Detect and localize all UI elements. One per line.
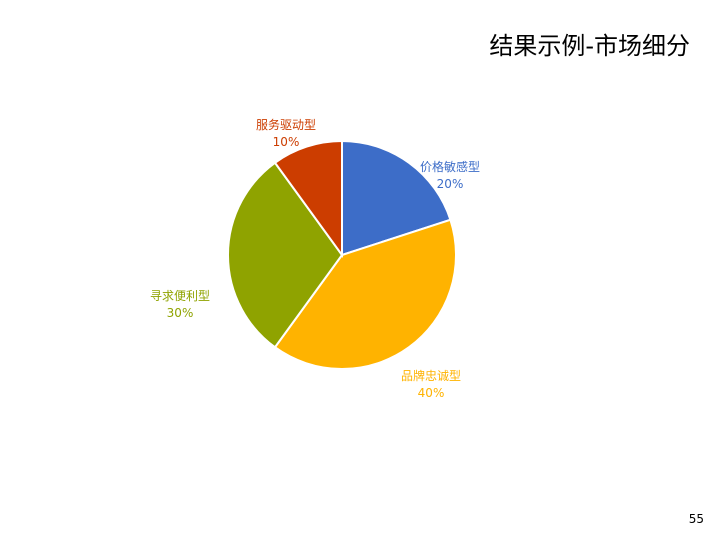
pie-slice-2 [227, 161, 344, 349]
slice-label-value: 30% [166, 306, 194, 320]
slice-label-price-sensitive: 价格敏感型 20% [420, 159, 480, 193]
pie-slice-1 [273, 218, 457, 370]
pie-slice-3 [273, 139, 343, 259]
slice-label-name: 价格敏感型 [420, 160, 481, 174]
slice-label-value: 40% [417, 386, 445, 400]
slice-label-service-driven: 服务驱动型 10% [256, 117, 316, 151]
slice-label-brand-loyal: 品牌忠诚型 40% [401, 368, 461, 402]
slide-title: 结果示例-市场细分 [489, 32, 690, 60]
slice-label-name: 寻求便利型 [150, 289, 211, 303]
slice-label-value: 20% [436, 177, 464, 191]
slice-label-name: 服务驱动型 [256, 118, 317, 132]
slice-label-name: 品牌忠诚型 [401, 369, 462, 383]
slice-label-convenience-seeking: 寻求便利型 30% [150, 288, 210, 322]
page-number: 55 [688, 512, 704, 526]
slice-label-value: 10% [272, 135, 300, 149]
pie-slice-0 [341, 139, 452, 257]
